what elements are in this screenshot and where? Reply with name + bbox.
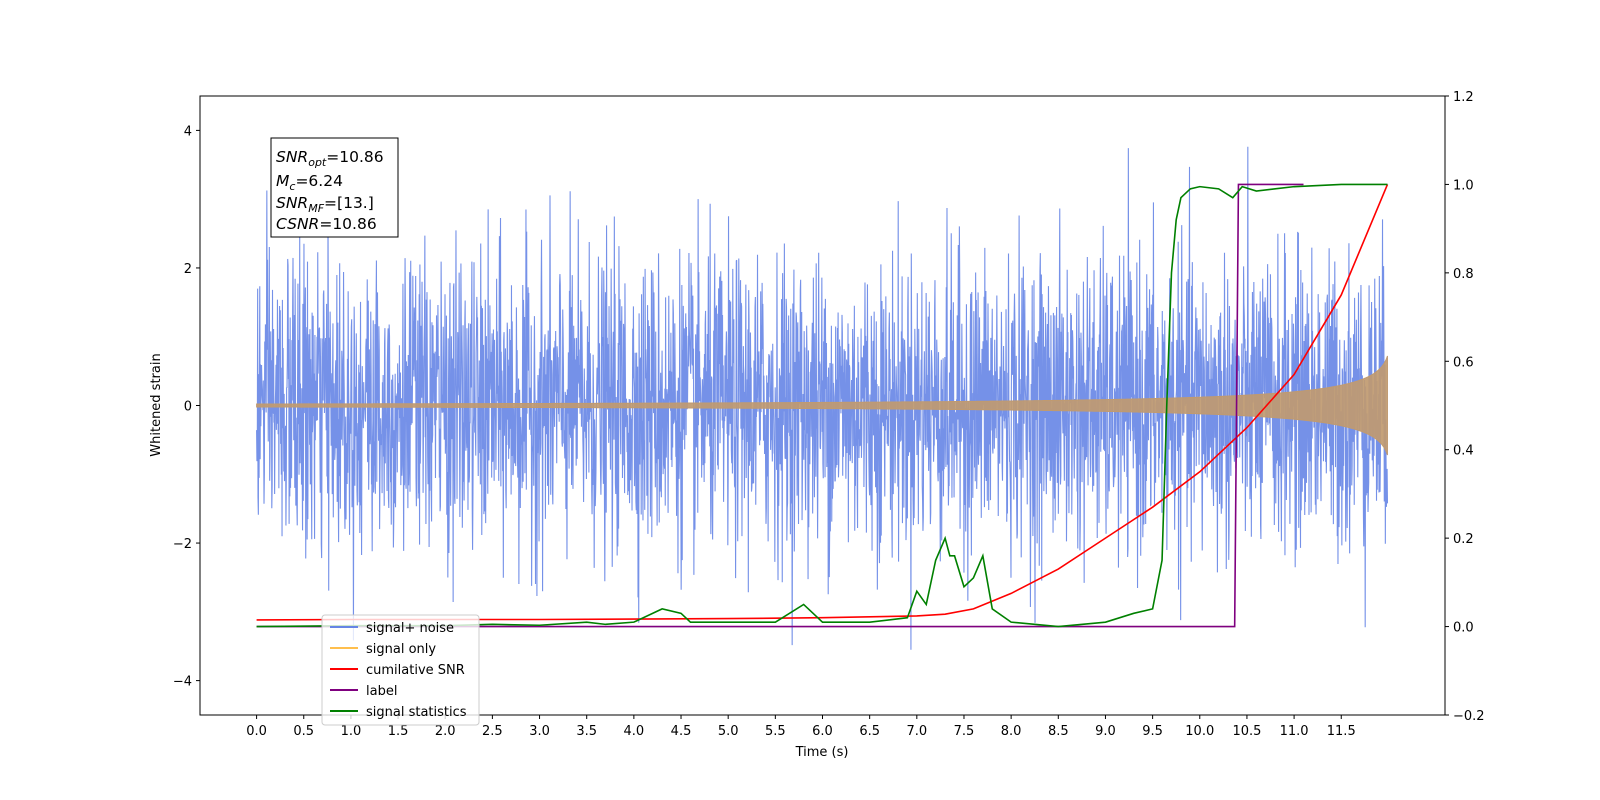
x-tick-label: 5.5 xyxy=(765,724,786,739)
y-tick-label: −2 xyxy=(173,537,192,552)
legend: signal+ noise signal only cumilative SNR la… xyxy=(321,614,480,726)
y-tick-label: −4 xyxy=(173,675,192,690)
y2-tick-label: −0.2 xyxy=(1453,709,1485,724)
series-signal-statistics xyxy=(256,183,1388,628)
x-tick-label: 1.0 xyxy=(341,724,362,739)
x-tick-label: 11.5 xyxy=(1327,724,1356,739)
x-tick-label: 8.0 xyxy=(1001,724,1022,739)
x-axis: 0.0 0.5 1.0 1.5 2.0 2.5 3.0 3.5 4.0 4.5 5.0 5.5 6.0 6… xyxy=(246,715,1356,739)
series-signal-only xyxy=(256,355,1388,456)
y2-tick-label: 0.4 xyxy=(1453,444,1474,459)
x-tick-label: 0.0 xyxy=(246,724,267,739)
series-label xyxy=(256,183,1304,628)
x-tick-label: 11.0 xyxy=(1280,724,1309,739)
y2-tick-label: 0.8 xyxy=(1453,267,1474,282)
series-signal-noise xyxy=(256,146,1389,650)
y2-tick-label: 1.0 xyxy=(1453,178,1474,193)
x-tick-label: 5.0 xyxy=(718,724,739,739)
y-tick-label: 4 xyxy=(184,124,192,139)
x-tick-label: 10.5 xyxy=(1232,724,1261,739)
x-tick-label: 2.0 xyxy=(435,724,456,739)
x-tick-label: 7.5 xyxy=(954,724,975,739)
annotation-mc: Mc=6.24 xyxy=(276,172,343,193)
legend-label-signal-noise: signal+ noise xyxy=(366,621,454,636)
x-axis-label: Time (s) xyxy=(795,745,849,760)
y2-tick-label: 0.0 xyxy=(1453,621,1474,636)
y2-tick-label: 0.2 xyxy=(1453,532,1474,547)
x-tick-label: 4.0 xyxy=(624,724,645,739)
x-tick-label: 1.5 xyxy=(388,724,409,739)
x-tick-label: 0.5 xyxy=(293,724,314,739)
x-tick-label: 9.5 xyxy=(1142,724,1163,739)
x-tick-label: 9.0 xyxy=(1095,724,1116,739)
x-tick-label: 10.0 xyxy=(1185,724,1214,739)
x-tick-label: 3.5 xyxy=(576,724,597,739)
annotation-csnr: CSNR=10.86 xyxy=(276,215,377,233)
x-tick-label: 7.0 xyxy=(906,724,927,739)
y-axis-label: Whitened strain xyxy=(149,353,164,456)
plot-area xyxy=(256,146,1389,650)
y-tick-label: 0 xyxy=(184,400,192,415)
legend-label-label: label xyxy=(366,684,397,699)
x-tick-label: 2.5 xyxy=(482,724,503,739)
series-cumilative-snr xyxy=(256,184,1389,621)
x-tick-label: 3.0 xyxy=(529,724,550,739)
y-tick-label: 2 xyxy=(184,262,192,277)
annotation-snr-mf: SNRMF=[13.] xyxy=(276,194,374,215)
x-tick-label: 6.5 xyxy=(859,724,880,739)
y-axis-right: 1.2 1.0 0.8 0.6 0.4 0.2 0.0 −0.2 xyxy=(1445,90,1485,724)
x-tick-label: 8.5 xyxy=(1048,724,1069,739)
annotation-box: SNRopt=10.86 Mc=6.24 SNRMF=[13.] CSNR=10… xyxy=(270,137,399,238)
x-tick-label: 6.0 xyxy=(812,724,833,739)
annotation-snr-opt: SNRopt=10.86 xyxy=(276,148,384,169)
legend-label-signal-statistics: signal statistics xyxy=(366,705,467,720)
legend-label-cumilative-snr: cumilative SNR xyxy=(366,663,465,678)
legend-box xyxy=(321,614,480,726)
y-axis-left: 4 2 0 −2 −4 xyxy=(173,124,200,690)
y2-tick-label: 1.2 xyxy=(1453,90,1474,105)
x-tick-label: 4.5 xyxy=(671,724,692,739)
y2-tick-label: 0.6 xyxy=(1453,355,1474,370)
legend-label-signal-only: signal only xyxy=(366,642,436,657)
